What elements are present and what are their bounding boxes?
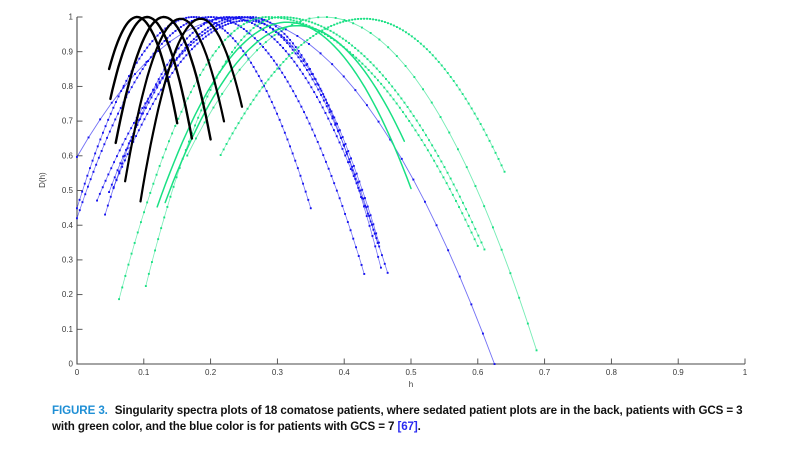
citation-link[interactable]: [67] [397, 419, 418, 433]
axes: 0 0.1 0.2 0.3 0.4 0.5 0.6 0.7 0.8 0.9 1 0 0.1 0.2 0.3 0… [38, 13, 748, 389]
x-tick-label: 0.2 [205, 368, 217, 377]
y-tick-label: 0 [69, 360, 74, 369]
spectrum-curve-sedated_black [139, 17, 244, 203]
x-tick-label: 0 [75, 368, 80, 377]
x-tick-label: 1 [743, 368, 748, 377]
spectrum-curve-sedated_black [107, 15, 179, 125]
spectrum-curve-sedated_black [124, 17, 226, 183]
y-axis-label: D(h) [38, 172, 47, 188]
x-tick-label: 0.9 [673, 368, 685, 377]
figure-label: FIGURE 3. [52, 404, 108, 417]
y-tick-label: 0.8 [62, 82, 74, 91]
spectrum-curve-gcs3_green [156, 21, 412, 208]
y-tick-label: 0.5 [62, 186, 74, 195]
spectra-plot-svg: 0 0.1 0.2 0.3 0.4 0.5 0.6 0.7 0.8 0.9 1 0 0.1 0.2 0.3 0… [38, 13, 748, 389]
x-tick-label: 0.7 [539, 368, 551, 377]
x-tick-label: 0.3 [272, 368, 284, 377]
spectrum-curve-sedated_black [109, 15, 194, 140]
y-tick-label: 0.2 [62, 290, 74, 299]
y-tick-label: 0.6 [62, 151, 74, 160]
x-tick-label: 0.4 [339, 368, 351, 377]
x-tick-label: 0.5 [405, 368, 417, 377]
y-tick-label: 0.3 [62, 256, 74, 265]
y-tick-label: 0.4 [62, 221, 74, 230]
spectrum-curve-gcs3_green [219, 17, 506, 173]
y-tick-label: 0.9 [62, 47, 74, 56]
spectrum-curve-gcs3_green [164, 24, 406, 204]
spectrum-curve-gcs7_blue [76, 16, 312, 210]
figure-caption: FIGURE 3. Singularity spectra plots of 18… [52, 403, 754, 435]
y-tick-label: 0.1 [62, 325, 74, 334]
x-axis-label: h [409, 380, 413, 389]
spectrum-curve-gcs3_green [186, 16, 538, 352]
x-tick-label: 0.1 [138, 368, 150, 377]
spectrum-curve-gcs7_blue [76, 16, 496, 365]
y-tick-label: 1 [69, 13, 74, 22]
singularity-spectra-plot: 0 0.1 0.2 0.3 0.4 0.5 0.6 0.7 0.8 0.9 1 0 0.1 0.2 0.3 0… [38, 13, 748, 389]
caption-text: Singularity spectra plots of 18 comatose… [52, 404, 743, 433]
y-tick-label: 0.7 [62, 117, 74, 126]
x-tick-label: 0.8 [606, 368, 618, 377]
spectrum-curve-sedated_black [114, 15, 212, 145]
caption-period: . [417, 419, 421, 433]
x-tick-label: 0.6 [472, 368, 484, 377]
